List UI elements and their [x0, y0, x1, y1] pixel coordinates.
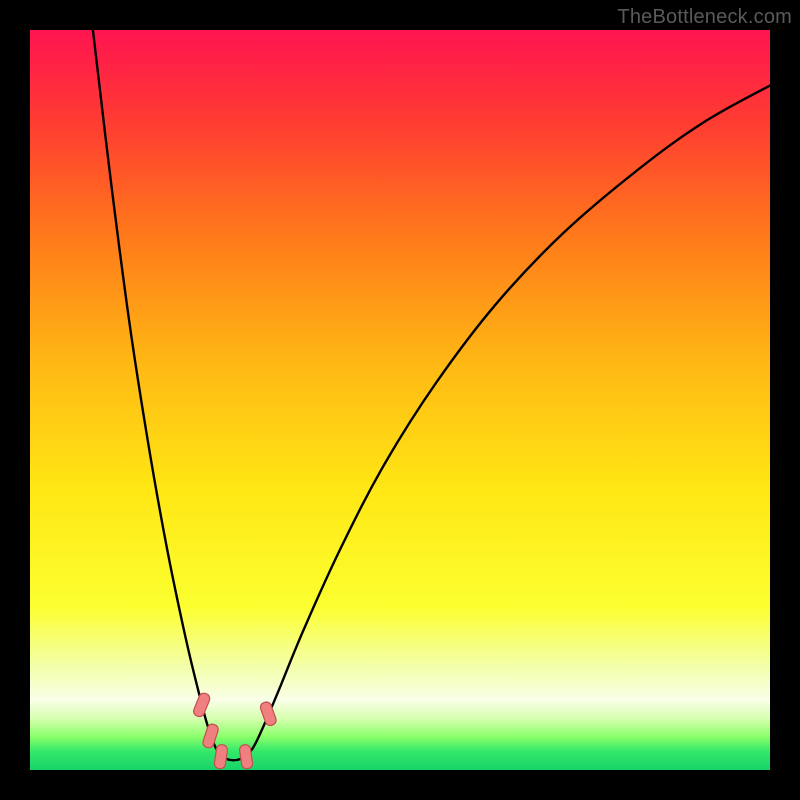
bottleneck-curve-chart [30, 30, 770, 770]
watermark-text: TheBottleneck.com [617, 6, 792, 29]
plot-area [30, 30, 770, 770]
chart-container: TheBottleneck.com [0, 0, 800, 800]
